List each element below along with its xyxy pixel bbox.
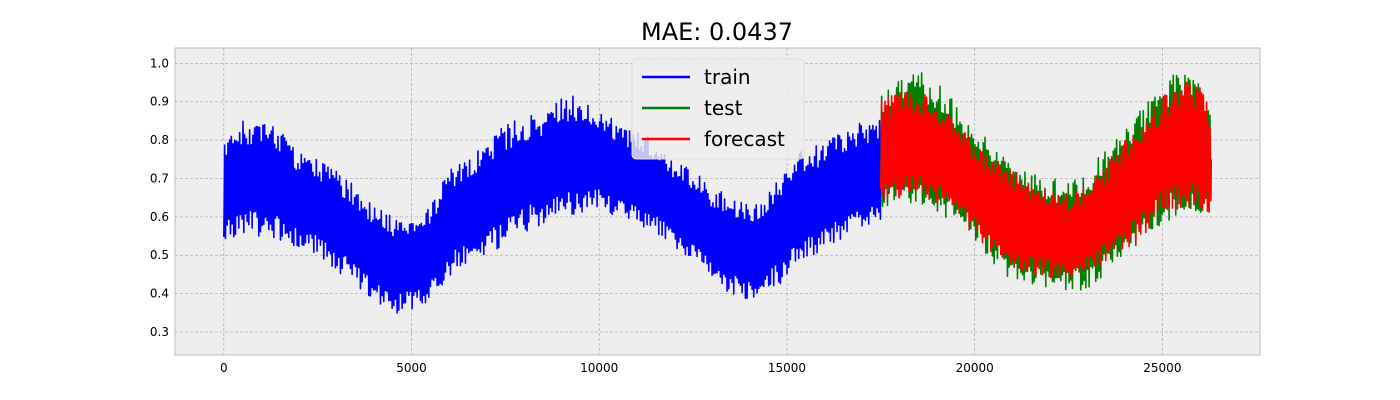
x-tick-label: 20000: [956, 361, 994, 375]
x-tick-label: 15000: [768, 361, 806, 375]
series-line-forecast: [880, 81, 1212, 279]
x-tick-label: 25000: [1143, 361, 1181, 375]
series-layer: [223, 72, 1212, 314]
y-tick-label: 1.0: [150, 56, 169, 70]
legend-label-train: train: [704, 65, 751, 89]
y-tick-label: 0.9: [150, 95, 169, 109]
y-axis-ticks: 0.3 0.4 0.5 0.6 0.7 0.8 0.9 1.0: [150, 56, 169, 339]
chart-title: MAE: 0.0437: [641, 18, 793, 46]
y-tick-label: 0.7: [150, 171, 169, 185]
y-tick-label: 0.4: [150, 287, 169, 301]
x-tick-label: 10000: [580, 361, 618, 375]
y-tick-label: 0.8: [150, 133, 169, 147]
x-axis-ticks: 0 5000 10000 15000 20000 25000: [220, 361, 1181, 375]
legend-box: [631, 58, 805, 160]
series-line-train: [223, 95, 882, 314]
legend-label-forecast: forecast: [704, 127, 785, 151]
x-tick-label: 5000: [396, 361, 427, 375]
y-tick-label: 0.3: [150, 325, 169, 339]
legend: train test forecast: [631, 58, 805, 160]
x-tick-label: 0: [220, 361, 228, 375]
y-tick-label: 0.5: [150, 248, 169, 262]
legend-label-test: test: [704, 96, 743, 120]
y-tick-label: 0.6: [150, 210, 169, 224]
